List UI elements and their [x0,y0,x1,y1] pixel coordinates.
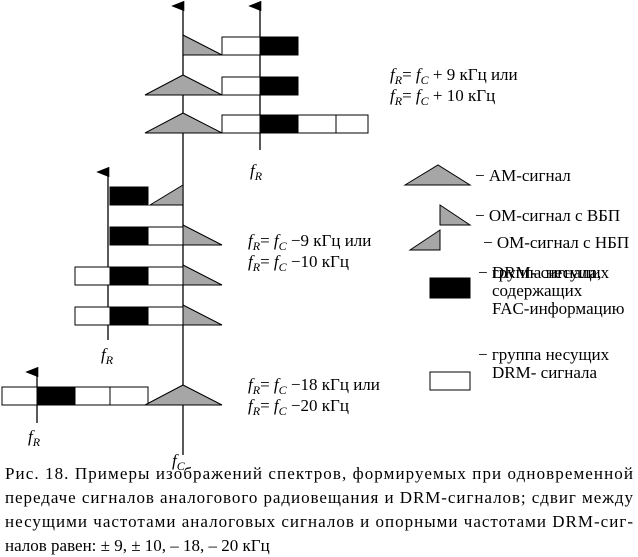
formula-part: = [260,375,274,394]
formula-part: f [390,86,397,105]
formula: fR [250,161,263,183]
legend-label: DRM- сигнала, [492,263,601,282]
formula-part: f [274,231,281,250]
formula-part: = [402,86,416,105]
legend-label: FAC-информацию [492,299,625,318]
formula: fR= fC + 9 кГц или [390,65,518,87]
formula-part: C [279,260,288,274]
formula-part: f [274,375,281,394]
formula-part: f [248,252,255,271]
formula-part: R [394,73,403,87]
formula-part: C [279,383,288,397]
formula-part: f [416,86,423,105]
formula: fR= fC −20 кГц [248,396,349,418]
formula-part: + 9 кГц или [429,65,518,84]
formula: fC [172,451,186,473]
formula-part: f [274,396,281,415]
formula-part: −10 кГц [287,252,349,271]
formula-part: = [260,252,274,271]
legend-label: − ОМ-сигнал с ВБП [475,206,620,225]
legend-label: содержащих [492,281,583,300]
formula-part: + 10 кГц [429,86,496,105]
formula-part: R [252,383,261,397]
formula-part: = [260,396,274,415]
formula-part: f [248,396,255,415]
formula: fR= fC + 10 кГц [390,86,495,108]
formula: fR [28,427,41,449]
formula-part: C [279,239,288,253]
formula-part: f [248,375,255,394]
formula-part: R [394,94,403,108]
legend-label: − группа несущих [478,345,610,364]
formula-part: f [101,345,108,364]
formula-part: R [254,169,263,183]
formula-part: f [390,65,397,84]
formula-part: R [32,435,41,449]
formula-part: R [105,353,114,367]
formula-part: −9 кГц или [287,231,372,250]
formula-part: −18 кГц или [287,375,380,394]
caption-line: налов равен: ± 9, ± 10, – 18, – 20 кГц [5,536,270,555]
formula-part: f [250,161,257,180]
formula-part: = [402,65,416,84]
legend-label: − ОМ-сигнал с НБП [483,233,629,252]
formula: fR= fC −9 кГц или [248,231,371,253]
formula-part: f [172,451,179,470]
formula-part: −20 кГц [287,396,349,415]
formula-part: C [279,404,288,418]
formula-part: f [248,231,255,250]
formula-part: f [274,252,281,271]
caption-line: передаче сигналов аналогового радиовещан… [5,488,633,507]
legend-label: − АМ-сигнал [475,166,571,185]
formula-part: C [421,94,430,108]
formula-part: f [416,65,423,84]
legend-label: − группа несущих [478,263,610,282]
caption-line: Рис. 18. Примеры изображений спектров, ф… [5,464,633,483]
spectra [1,0,472,455]
formula-part: = [260,231,274,250]
formula-part: R [252,404,261,418]
formula-part: f [28,427,35,446]
formula-part: R [252,239,261,253]
formula-part: C [177,459,186,473]
formula: fR= fC −10 кГц [248,252,349,274]
formula: fR= fC −18 кГц или [248,375,380,397]
formula-part: C [421,73,430,87]
legend-label: DRM- сигнала [492,363,598,382]
formula-part: R [252,260,261,274]
formula: fR [101,345,114,367]
caption-line: несущими частотами аналоговых сигналов и… [5,512,633,531]
